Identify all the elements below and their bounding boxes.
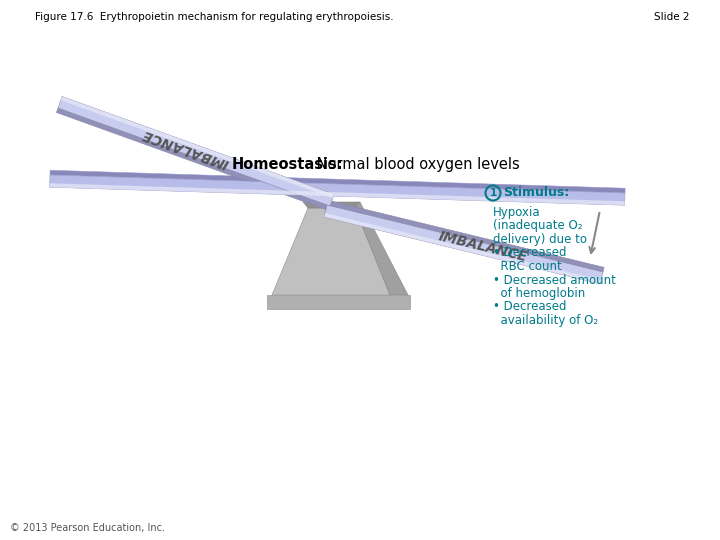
Text: IMBALANCE: IMBALANCE xyxy=(140,126,230,170)
Text: 1: 1 xyxy=(490,188,497,198)
Text: delivery) due to: delivery) due to xyxy=(493,233,587,246)
Polygon shape xyxy=(327,200,604,272)
Polygon shape xyxy=(60,97,334,198)
Text: (inadequate O₂: (inadequate O₂ xyxy=(493,219,582,233)
Text: © 2013 Pearson Education, Inc.: © 2013 Pearson Education, Inc. xyxy=(10,523,165,533)
Text: • Decreased: • Decreased xyxy=(493,246,567,260)
Polygon shape xyxy=(355,202,408,295)
Polygon shape xyxy=(272,208,390,295)
Text: Hypoxia: Hypoxia xyxy=(493,206,541,219)
Text: Normal blood oxygen levels: Normal blood oxygen levels xyxy=(312,157,520,172)
Polygon shape xyxy=(56,108,330,211)
Text: • Decreased amount: • Decreased amount xyxy=(493,273,616,287)
Text: IMBALANCE: IMBALANCE xyxy=(437,230,529,265)
Text: Figure 17.6  Erythropoietin mechanism for regulating erythropoiesis.: Figure 17.6 Erythropoietin mechanism for… xyxy=(35,12,394,22)
Polygon shape xyxy=(50,175,625,205)
Text: RBC count: RBC count xyxy=(493,260,562,273)
Text: Slide 2: Slide 2 xyxy=(654,12,690,22)
Text: • Decreased: • Decreased xyxy=(493,300,567,314)
Text: Stimulus:: Stimulus: xyxy=(503,186,570,199)
Polygon shape xyxy=(267,295,410,309)
Text: availability of O₂: availability of O₂ xyxy=(493,314,598,327)
Polygon shape xyxy=(324,205,603,284)
Text: of hemoglobin: of hemoglobin xyxy=(493,287,585,300)
Polygon shape xyxy=(303,202,360,208)
Polygon shape xyxy=(50,183,625,205)
Polygon shape xyxy=(324,213,601,284)
Polygon shape xyxy=(50,170,625,193)
Text: Homeostasis:: Homeostasis: xyxy=(232,157,343,172)
Polygon shape xyxy=(58,97,334,206)
